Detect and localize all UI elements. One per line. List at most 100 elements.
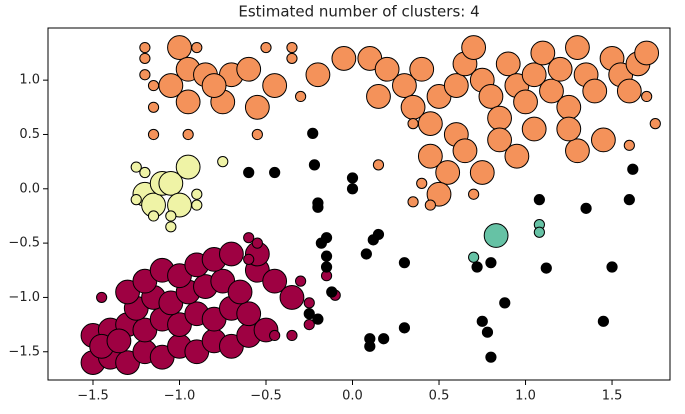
point: [533, 226, 545, 238]
point: [346, 183, 359, 195]
point: [139, 69, 151, 81]
point: [147, 101, 160, 113]
point: [305, 62, 331, 88]
point: [468, 251, 480, 263]
point: [130, 194, 142, 206]
point: [392, 73, 417, 98]
point: [556, 116, 582, 142]
point: [243, 232, 255, 244]
point: [262, 73, 288, 98]
x-tick-label: 1.0: [515, 389, 536, 404]
point: [435, 160, 461, 185]
point: [295, 275, 307, 287]
point: [243, 166, 255, 179]
point: [374, 56, 400, 82]
point: [96, 291, 108, 304]
plot-area: [80, 35, 661, 376]
point: [236, 301, 262, 327]
point: [565, 138, 590, 164]
point: [364, 340, 376, 352]
y-tick-label: 1.0: [19, 73, 40, 88]
point: [627, 163, 639, 175]
point: [452, 138, 478, 164]
point: [182, 128, 194, 141]
point: [236, 56, 262, 82]
point: [269, 166, 281, 179]
point: [308, 159, 321, 171]
point: [106, 328, 132, 354]
point: [320, 250, 333, 262]
point: [539, 78, 564, 104]
y-tick-label: 0.5: [19, 127, 40, 142]
point: [417, 111, 443, 137]
point: [191, 188, 203, 200]
point: [286, 329, 298, 342]
point: [513, 89, 538, 115]
point: [556, 94, 582, 120]
point: [303, 297, 315, 309]
point: [469, 160, 495, 185]
point: [243, 253, 255, 266]
point: [547, 56, 573, 82]
point: [468, 188, 480, 200]
point: [130, 161, 142, 173]
point: [623, 194, 635, 206]
chart-title: Estimated number of clusters: 4: [238, 3, 479, 21]
point: [139, 52, 151, 65]
point: [147, 128, 160, 141]
point: [251, 237, 263, 249]
point: [476, 315, 488, 327]
x-tick-label: 1.5: [602, 389, 623, 404]
point: [565, 35, 590, 60]
point: [407, 196, 419, 208]
point: [201, 73, 227, 98]
point: [218, 241, 244, 267]
plot-frame: [47, 27, 671, 381]
point: [521, 62, 547, 88]
point: [295, 90, 307, 103]
point: [303, 318, 315, 331]
point: [378, 333, 390, 345]
point: [227, 279, 253, 305]
y-tick-label: 0.0: [19, 181, 40, 196]
point: [147, 210, 160, 222]
point: [312, 313, 324, 325]
point: [471, 261, 483, 273]
point: [487, 105, 512, 131]
y-tick-label: −0.5: [8, 236, 40, 251]
point: [217, 156, 229, 168]
point: [244, 94, 270, 120]
point: [521, 116, 547, 142]
point: [499, 297, 511, 309]
point: [533, 194, 545, 206]
point: [540, 262, 552, 274]
point: [175, 154, 201, 180]
point: [478, 84, 504, 109]
point: [487, 127, 512, 153]
point: [346, 172, 359, 184]
point: [417, 143, 443, 169]
point: [331, 46, 357, 71]
point: [326, 286, 338, 298]
point: [481, 326, 494, 338]
point: [372, 159, 385, 171]
point: [158, 170, 184, 196]
point: [485, 351, 497, 363]
point: [530, 40, 556, 66]
x-tick-label: −0.5: [250, 389, 282, 404]
point: [312, 201, 324, 213]
point: [165, 221, 177, 233]
point: [504, 143, 530, 169]
point: [269, 329, 281, 342]
point: [158, 73, 184, 98]
point: [366, 84, 391, 109]
point: [303, 308, 315, 320]
point: [495, 51, 521, 77]
point: [483, 223, 509, 248]
point: [416, 177, 428, 189]
point: [443, 73, 469, 98]
point: [597, 315, 609, 327]
x-tick-label: −1.0: [164, 389, 196, 404]
point: [590, 127, 616, 153]
